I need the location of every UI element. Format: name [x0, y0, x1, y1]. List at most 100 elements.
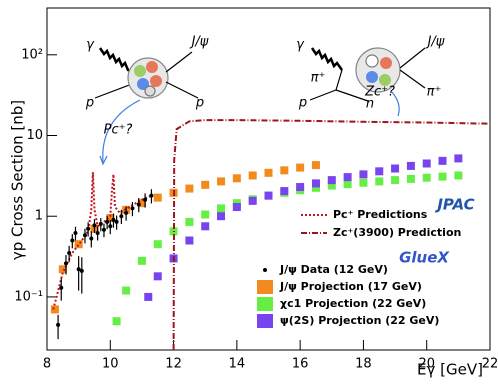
legend-label: Zc⁺(3900) Prediction: [333, 226, 461, 239]
data-point: [67, 251, 72, 256]
data-point: [98, 222, 103, 227]
annotation: π⁺: [311, 71, 326, 86]
annotation: γ: [296, 38, 305, 53]
data-point: [59, 285, 64, 290]
prediction-line: [172, 119, 491, 351]
projection-point: [406, 161, 415, 170]
projection-point: [311, 183, 320, 192]
legend-label: ψ(2S) Projection (22 GeV): [280, 314, 439, 327]
data-point: [105, 219, 110, 224]
logo: GlueX: [399, 249, 450, 267]
data-point: [70, 238, 75, 243]
projection-point: [264, 191, 273, 200]
data-point: [79, 268, 84, 273]
projection-point: [422, 159, 431, 168]
projection-point: [185, 184, 194, 193]
projection-point: [185, 236, 194, 245]
annotation: J/ψ: [425, 35, 445, 50]
data-point: [114, 219, 119, 224]
projection-point: [217, 212, 226, 221]
data-point: [95, 230, 100, 235]
legend-bg: [297, 208, 319, 222]
annotation: p: [85, 96, 94, 111]
projection-point: [112, 317, 121, 326]
projection-point: [50, 305, 59, 314]
y-tick-label: 10⁻¹: [14, 289, 43, 304]
y-axis-label: γp Cross Section [nb]: [9, 100, 27, 260]
data-point: [92, 223, 97, 228]
projection-point: [153, 272, 162, 281]
projection-point: [201, 222, 210, 231]
x-tick-label: 18: [355, 357, 372, 372]
y-tick-label: 1: [35, 209, 43, 224]
projection-point: [280, 187, 289, 196]
data-point: [76, 267, 81, 272]
projection-point: [406, 174, 415, 183]
projection-point: [137, 256, 146, 265]
projection-point: [153, 193, 162, 202]
annotation: p: [298, 96, 307, 111]
projection-point: [391, 164, 400, 173]
data-point: [136, 202, 141, 207]
legend-label: Pc⁺ Predictions: [333, 208, 428, 221]
legend-label: χc1 Projection (22 GeV): [280, 297, 426, 310]
legend-marker: [263, 268, 267, 272]
annotation: n: [366, 97, 374, 112]
legend-marker: [257, 280, 273, 294]
projection-point: [422, 173, 431, 182]
data-point: [130, 206, 135, 211]
x-tick-label: 14: [229, 357, 246, 372]
data-point: [124, 210, 129, 215]
projection-point: [438, 172, 447, 181]
projection-point: [343, 173, 352, 182]
projection-point: [185, 217, 194, 226]
projection-point: [217, 204, 226, 213]
annotation: J/ψ: [189, 35, 209, 50]
projection-point: [375, 177, 384, 186]
x-tick-label: 20: [418, 357, 435, 372]
projection-point: [280, 166, 289, 175]
projection-point: [232, 174, 241, 183]
projection-point: [122, 286, 131, 295]
plot-frame: [46, 7, 491, 351]
annotation: π⁺: [427, 85, 442, 100]
legend-marker: [257, 314, 273, 328]
projection-point: [296, 183, 305, 192]
y-tick-label: 10: [26, 128, 43, 143]
data-point: [101, 227, 106, 232]
annotation: Pc⁺?: [104, 123, 133, 138]
projection-point: [375, 167, 384, 176]
data-point: [63, 261, 68, 266]
projection-point: [137, 199, 146, 208]
projection-point: [454, 171, 463, 180]
data-point: [111, 217, 116, 222]
projection-point: [296, 163, 305, 172]
projection-point: [391, 176, 400, 185]
annotation: Zc⁺?: [364, 85, 395, 100]
projection-point: [327, 181, 336, 190]
projection-point: [58, 265, 67, 274]
x-tick-label: 16: [292, 357, 309, 372]
legend-label: J/ψ Projection (17 GeV): [279, 280, 422, 293]
projection-point: [264, 168, 273, 177]
legend-bg: [297, 226, 319, 240]
prediction-line: [52, 172, 152, 310]
projection-point: [248, 171, 257, 180]
legend-marker: [257, 297, 273, 311]
data-point: [86, 226, 91, 231]
x-axis-label: Eγ [GeV]: [417, 361, 483, 379]
projection-point: [311, 161, 320, 170]
x-tick-label: 12: [165, 357, 182, 372]
projection-point: [144, 292, 153, 301]
projection-point: [359, 170, 368, 179]
projection-point: [153, 240, 162, 249]
projection-point: [217, 177, 226, 186]
data-point: [143, 197, 148, 202]
projection-point: [311, 179, 320, 188]
projection-point: [74, 240, 83, 249]
data-point: [82, 233, 87, 238]
x-tick-label: 22: [482, 357, 498, 372]
x-tick-label: 10: [102, 357, 119, 372]
data-point: [149, 193, 154, 198]
